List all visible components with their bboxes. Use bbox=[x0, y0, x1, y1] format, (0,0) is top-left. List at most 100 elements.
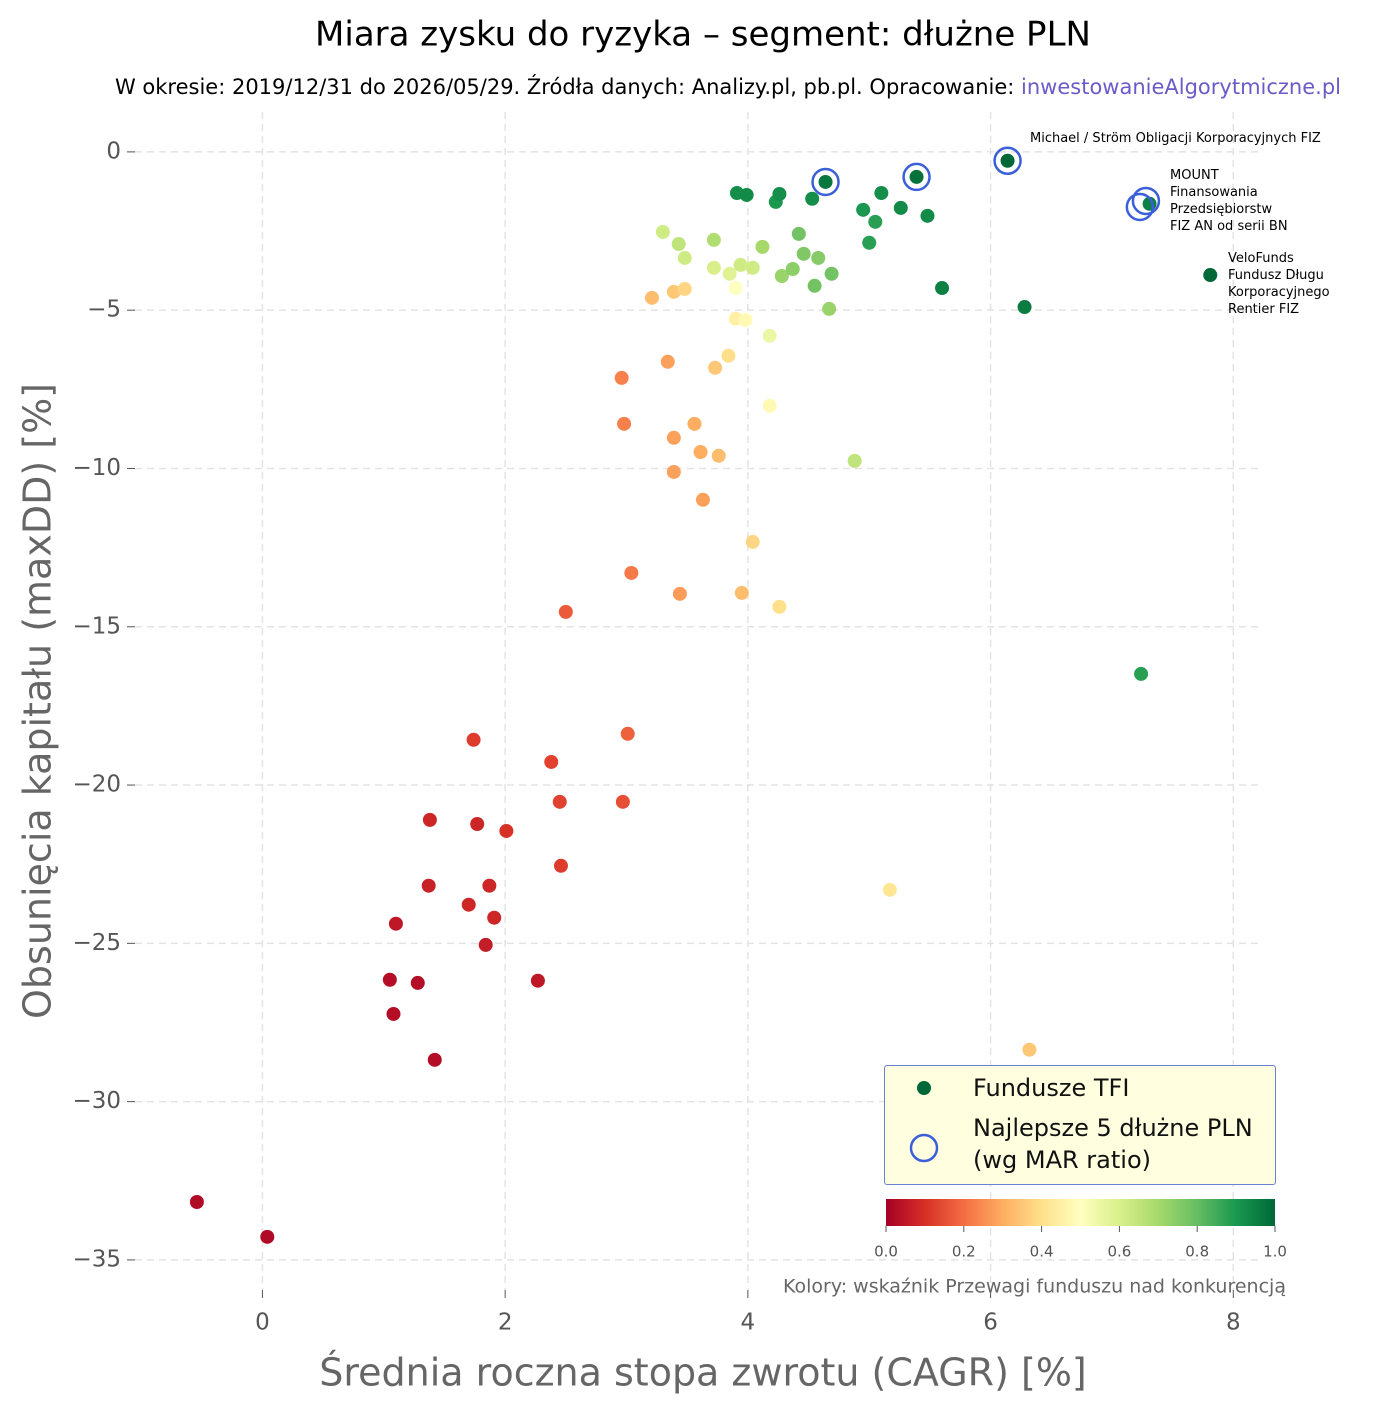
point bbox=[382, 972, 397, 987]
legend: Fundusze TFI Najlepsze 5 dłużne PLN (wg … bbox=[884, 1065, 1276, 1185]
point bbox=[868, 214, 883, 229]
point bbox=[882, 882, 897, 897]
point bbox=[558, 604, 573, 619]
point bbox=[672, 586, 687, 601]
point bbox=[785, 262, 800, 277]
point bbox=[487, 910, 502, 925]
point bbox=[478, 937, 493, 952]
points bbox=[189, 146, 1218, 1244]
legend-marker bbox=[909, 1133, 939, 1163]
chart-title: Miara zysku do ryzyka – segment: dłużne … bbox=[315, 15, 1091, 55]
point bbox=[893, 200, 908, 215]
y-tick-label: −15 bbox=[72, 613, 121, 639]
highlight-ring bbox=[1131, 186, 1161, 216]
point bbox=[386, 1006, 401, 1021]
point bbox=[762, 328, 777, 343]
point bbox=[874, 186, 889, 201]
point bbox=[553, 858, 568, 873]
point bbox=[466, 732, 481, 747]
point bbox=[461, 897, 476, 912]
point bbox=[745, 260, 760, 275]
x-tick-label: 0 bbox=[255, 1310, 270, 1336]
point bbox=[677, 281, 692, 296]
point bbox=[388, 916, 403, 931]
point bbox=[666, 464, 681, 479]
point bbox=[774, 268, 789, 283]
point bbox=[807, 278, 822, 293]
point bbox=[660, 354, 675, 369]
highlight-ring bbox=[1125, 192, 1155, 222]
point bbox=[617, 416, 632, 431]
point bbox=[909, 169, 924, 184]
subtitle: W okresie: 2019/12/31 do 2026/05/29. Źró… bbox=[115, 74, 1341, 99]
x-tick-label: 4 bbox=[741, 1310, 756, 1336]
point bbox=[552, 794, 567, 809]
highlight-ring bbox=[811, 167, 840, 197]
point bbox=[644, 290, 659, 305]
point bbox=[824, 266, 839, 281]
y-tick-label: −10 bbox=[72, 455, 121, 481]
point bbox=[791, 226, 806, 241]
point bbox=[427, 1052, 442, 1067]
point bbox=[920, 208, 935, 223]
highlight-ring bbox=[993, 146, 1022, 176]
subtitle-text: W okresie: 2019/12/31 do 2026/05/29. Źró… bbox=[115, 74, 1021, 99]
point bbox=[762, 398, 777, 413]
point bbox=[422, 812, 437, 827]
point bbox=[544, 754, 559, 769]
point bbox=[734, 585, 749, 600]
point bbox=[410, 975, 425, 990]
point bbox=[772, 186, 787, 201]
colorbar-tick-label: 0.0 bbox=[874, 1243, 898, 1261]
point bbox=[614, 370, 629, 385]
highlight-ring bbox=[902, 162, 931, 192]
y-tick-label: −35 bbox=[72, 1246, 121, 1272]
colorbar-label: Kolory: wskaźnik Przewagi funduszu nad k… bbox=[783, 1276, 1286, 1298]
point bbox=[655, 224, 670, 239]
point bbox=[796, 246, 811, 261]
point bbox=[687, 416, 702, 431]
point bbox=[530, 973, 545, 988]
point bbox=[470, 816, 485, 831]
point bbox=[1134, 666, 1149, 681]
point bbox=[620, 726, 635, 741]
point bbox=[708, 360, 723, 375]
point bbox=[733, 257, 748, 272]
point bbox=[677, 250, 692, 265]
point bbox=[1203, 268, 1218, 283]
subtitle-link: inwestowanieAlgorytmiczne.pl bbox=[1021, 75, 1341, 99]
point bbox=[847, 453, 862, 468]
point bbox=[482, 878, 497, 893]
point bbox=[728, 281, 743, 296]
point bbox=[499, 823, 514, 838]
point bbox=[862, 235, 877, 250]
colorbar bbox=[886, 1199, 1275, 1226]
point bbox=[935, 281, 950, 296]
annotation: Michael / Ström Obligacji Korporacyjnych… bbox=[1030, 131, 1321, 146]
point bbox=[421, 878, 436, 893]
point bbox=[722, 266, 737, 281]
point bbox=[856, 202, 871, 217]
point bbox=[189, 1194, 204, 1209]
point bbox=[1000, 153, 1015, 168]
point bbox=[745, 534, 760, 549]
annotation: VeloFunds Fundusz Długu Korporacyjnego R… bbox=[1228, 251, 1330, 317]
point bbox=[739, 187, 754, 202]
point bbox=[666, 284, 681, 299]
point bbox=[738, 312, 753, 327]
legend-markers bbox=[909, 1081, 939, 1163]
annotation: MOUNT Finansowania Przedsiębiorstw FIZ A… bbox=[1170, 168, 1288, 234]
point bbox=[721, 348, 736, 363]
point bbox=[711, 448, 726, 463]
point bbox=[811, 250, 826, 265]
point bbox=[706, 232, 721, 247]
y-axis-label: Obsunięcia kapitału (maxDD) [%] bbox=[16, 383, 60, 1019]
point bbox=[818, 174, 833, 189]
point bbox=[260, 1229, 275, 1244]
legend-marker bbox=[917, 1081, 931, 1095]
point bbox=[755, 239, 770, 254]
y-tick-label: 0 bbox=[106, 138, 121, 164]
colorbar-tick-label: 1.0 bbox=[1263, 1243, 1287, 1261]
